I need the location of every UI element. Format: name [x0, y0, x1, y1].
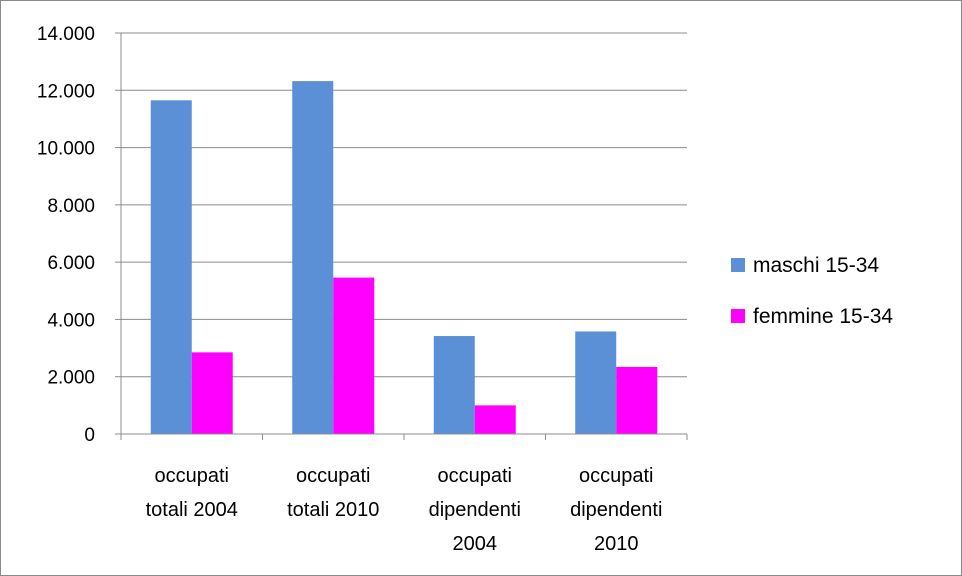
- bar-maschi: [150, 100, 192, 434]
- category-label: occupati: [579, 465, 654, 487]
- axes: [115, 32, 688, 440]
- category-labels: occupati totali 2004 occupati totali 2010 oc…: [146, 465, 663, 555]
- legend-swatch: [731, 309, 745, 323]
- bar-femmine: [333, 277, 375, 434]
- legend-label: femmine 15-34: [753, 305, 893, 328]
- legend-swatch: [731, 258, 745, 272]
- category-label: 2004: [453, 533, 498, 555]
- y-tick-labels: 0 2.000 4.000 6.000 8.000 10.000 12.000 14.000: [37, 24, 95, 446]
- bar-maschi: [292, 81, 334, 435]
- y-tick-label: 10.000: [37, 139, 95, 160]
- legend: maschi 15-34 femmine 15-34: [731, 254, 893, 328]
- category-label: dipendenti: [429, 499, 521, 521]
- y-tick-label: 2.000: [47, 368, 95, 389]
- bar-maschi: [433, 336, 475, 434]
- bars: [150, 81, 658, 435]
- bar-femmine: [616, 366, 658, 434]
- y-tick-label: 12.000: [37, 81, 95, 102]
- y-tick-label: 4.000: [47, 310, 95, 331]
- category-label: occupati: [296, 465, 371, 487]
- y-tick-label: 8.000: [47, 196, 95, 217]
- category-label: totali 2004: [146, 499, 238, 521]
- gridlines: [121, 32, 687, 378]
- y-tick-label: 6.000: [47, 253, 95, 274]
- bar-femmine: [191, 352, 233, 434]
- category-label: 2010: [594, 533, 639, 555]
- category-label: occupati: [155, 465, 230, 487]
- y-tick-label: 0: [84, 425, 95, 446]
- y-tick-label: 14.000: [37, 24, 95, 45]
- bar-femmine: [474, 405, 516, 434]
- bar-maschi: [575, 331, 617, 434]
- category-label: totali 2010: [287, 499, 379, 521]
- category-label: occupati: [438, 465, 513, 487]
- legend-label: maschi 15-34: [753, 254, 879, 277]
- category-label: dipendenti: [570, 499, 662, 521]
